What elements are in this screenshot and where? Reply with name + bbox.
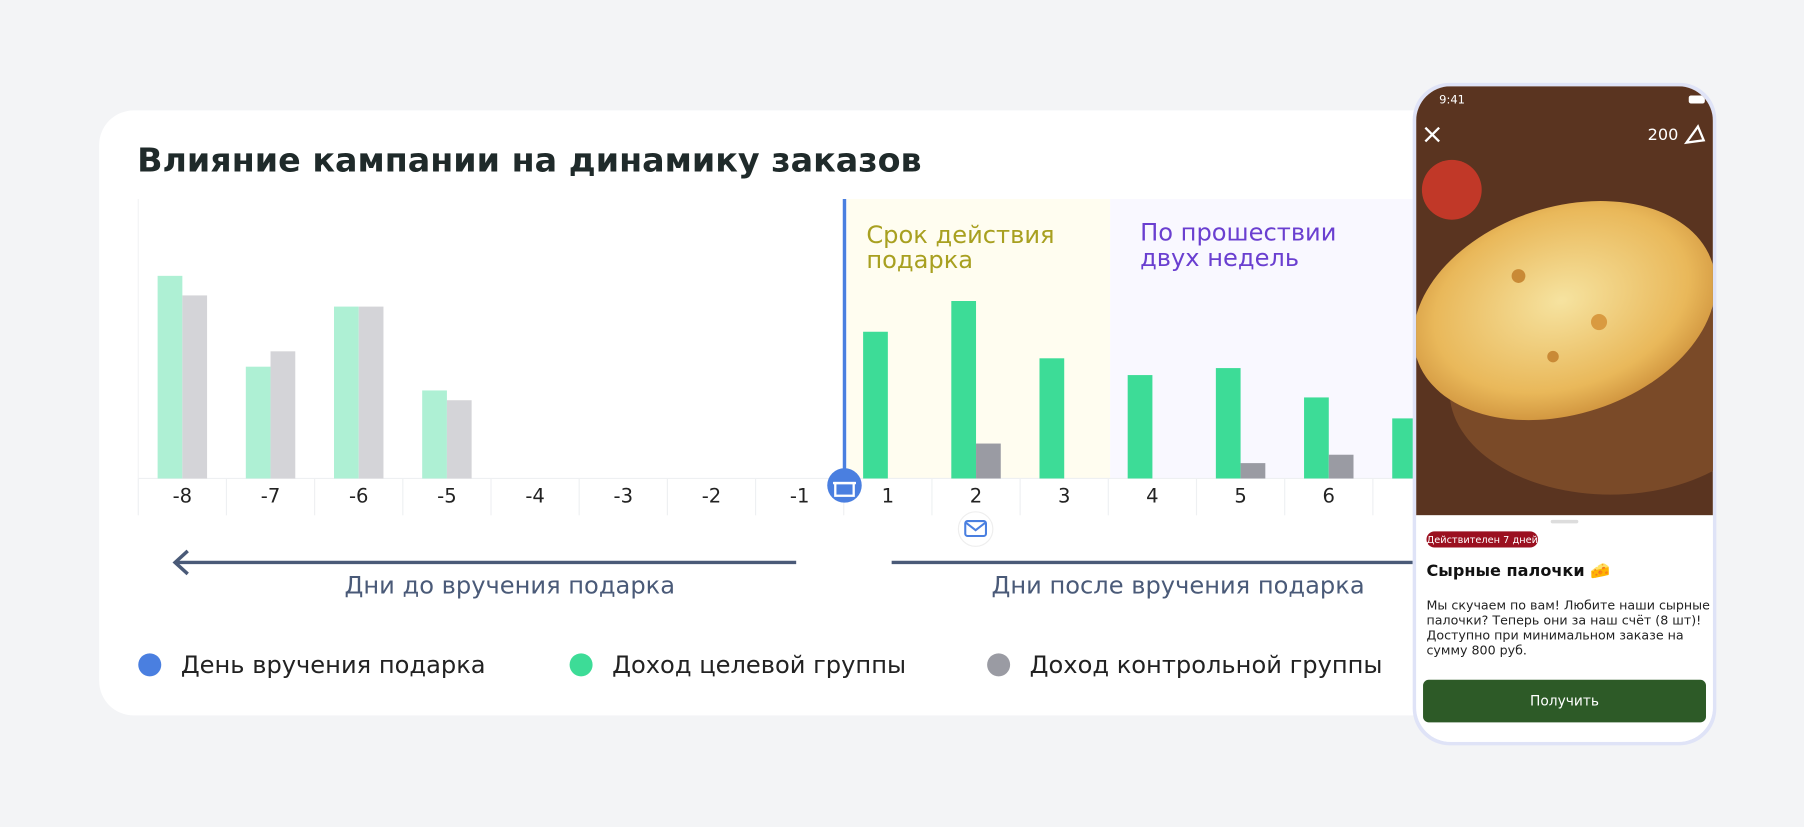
legend-swatch [138,653,162,677]
legend-swatch [987,653,1011,677]
sauce [1421,159,1482,220]
annotation: подарка [866,246,973,274]
pizza [1416,201,1713,421]
crust-spot [1547,350,1559,363]
before-arrow-head [172,549,189,576]
bar [976,443,1001,479]
legend-label: День вручения подарка [181,651,486,679]
points-icon [1683,124,1706,145]
annotation: двух недель [1140,244,1299,272]
x-tick-label: 5 [1234,484,1246,507]
x-tick-label: -8 [173,484,193,507]
x-tick-label: 6 [1323,484,1335,507]
annotation: Срок действия [866,221,1054,249]
status-time: 9:41 [1439,93,1465,107]
offer-body: палочки? Теперь они за наш счёт (8 шт)! [1426,613,1701,628]
offer-title: Сырные палочки 🧀 [1426,561,1610,580]
bar [1240,463,1266,479]
bar [951,301,977,479]
bar [182,295,208,479]
gift-icon [827,468,862,503]
axis-label: Дни после вручения подарка [991,572,1364,600]
mail-icon-envelope [964,520,988,538]
bar [422,390,447,479]
crust-spot [1511,269,1526,283]
offer-body: Мы скучаем по вам! Любите наши сырные [1426,598,1710,613]
offer-body: сумму 800 руб. [1426,643,1526,658]
legend-swatch [569,653,593,677]
x-tick-label: -5 [437,484,457,507]
points: 200 [1648,125,1679,144]
x-tick-label: -4 [525,484,545,507]
phone: 9:41 200 Действителен 7 дней Сырные пало… [1412,82,1717,746]
annotation: По прошествии [1140,218,1336,246]
badge-text: Действителен 7 дней [1427,535,1538,546]
crust-spot [1590,314,1608,331]
sheet-handle [1550,519,1579,524]
get-button[interactable] [1423,679,1706,723]
badge [1426,531,1539,548]
bar [1328,454,1354,479]
get-button-label[interactable]: Получить [1530,694,1599,710]
bar [863,331,888,479]
battery [1688,95,1705,104]
x-tick-label: 4 [1146,484,1158,507]
bar [1039,358,1065,479]
bar [1304,397,1329,479]
bar [333,306,359,479]
x-tick-label: -3 [614,484,634,507]
offer-body: Доступно при минимальном заказе на [1426,628,1683,643]
bar [157,275,183,479]
bar [358,306,384,479]
bar [270,351,296,479]
x-tick-label: 3 [1058,484,1070,507]
bar [245,366,271,479]
chart-title: Влияние кампании на динамику заказов [137,141,922,180]
bar [446,400,472,479]
x-tick-label: -7 [261,484,281,507]
gift-period-region [846,198,1111,479]
legend: День вручения подарка Доход целевой групп… [138,651,1383,679]
x-tick-label: 1 [882,484,894,507]
axis-label: Дни до вручения подарка [345,572,676,600]
bar [1127,375,1153,479]
x-tick-label: -1 [790,484,809,507]
legend-label: Доход целевой группы [612,651,906,679]
x-tick-label: 2 [970,484,982,507]
legend-label: Доход контрольной группы [1030,651,1383,679]
mail-icon-flap [964,521,987,532]
x-tick-label: -6 [349,484,369,507]
close-button[interactable] [1424,126,1440,143]
x-tick-label: -2 [702,484,722,507]
after-period-region [1110,198,1413,479]
bar [1215,368,1241,479]
